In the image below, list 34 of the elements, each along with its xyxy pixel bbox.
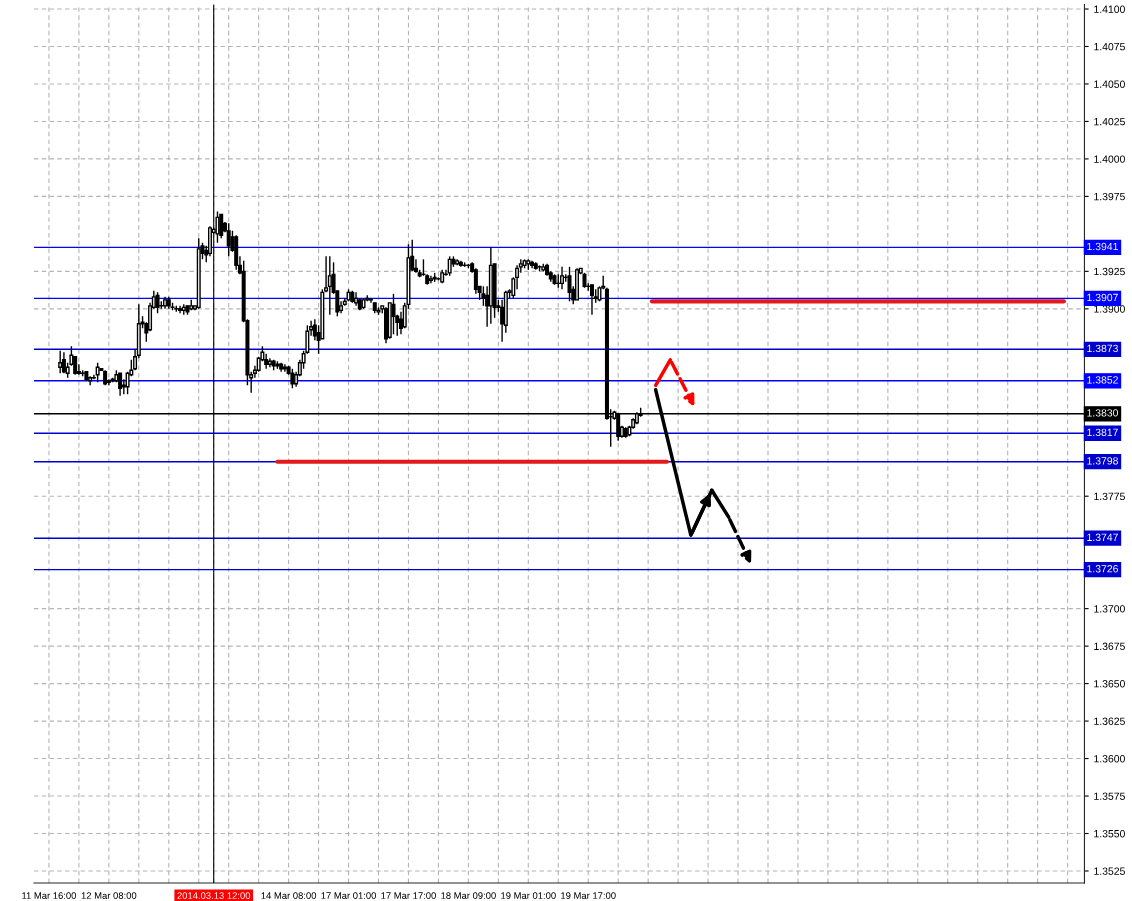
x-tick-label: 2014.03.13 12:00 [177,892,251,899]
y-tick-label: 1.3525 [1094,867,1125,875]
x-tick-label: 12 Mar 08:00 [81,892,137,899]
y-tick-label: 1.4050 [1094,80,1125,88]
ref-line-label: 1.3798 [1087,457,1118,465]
ref-line-label: 1.3830 [1087,409,1119,417]
x-tick-label: 17 Mar 01:00 [321,892,377,899]
x-tick-label: 14 Mar 08:00 [261,892,317,899]
y-tick-label: 1.3625 [1094,717,1125,725]
y-tick-label: 1.3600 [1094,755,1125,763]
y-tick-label: 1.3925 [1094,267,1125,276]
x-tick-label: 17 Mar 17:00 [381,892,436,899]
x-tick-label: 11 Mar 16:00 [22,892,77,899]
y-tick-label: 1.3575 [1094,792,1125,800]
ref-line-label: 1.3852 [1087,376,1118,384]
y-tick-label: 1.3975 [1094,192,1125,201]
x-tick-label: 18 Mar 09:00 [441,892,496,899]
ref-line-label: 1.3873 [1087,344,1118,353]
ref-line-label: 1.3747 [1087,533,1118,541]
y-tick-label: 1.3650 [1094,680,1125,688]
y-tick-label: 1.4075 [1094,42,1125,51]
y-tick-label: 1.3550 [1094,830,1125,838]
y-tick-label: 1.4025 [1094,117,1125,126]
x-tick-label: 19 Mar 01:00 [501,892,556,899]
ref-line-label: 1.3941 [1087,242,1118,251]
y-tick-label: 1.3700 [1094,605,1125,613]
ref-line-label: 1.3907 [1087,293,1118,302]
x-tick-label: 19 Mar 17:00 [561,892,616,899]
y-tick-label: 1.4100 [1094,5,1125,13]
ref-line-label: 1.3817 [1087,428,1118,437]
y-tick-label: 1.4000 [1094,155,1125,163]
ref-line-label: 1.3726 [1087,565,1118,573]
y-tick-label: 1.3675 [1094,642,1125,650]
y-tick-label: 1.3775 [1094,492,1125,501]
